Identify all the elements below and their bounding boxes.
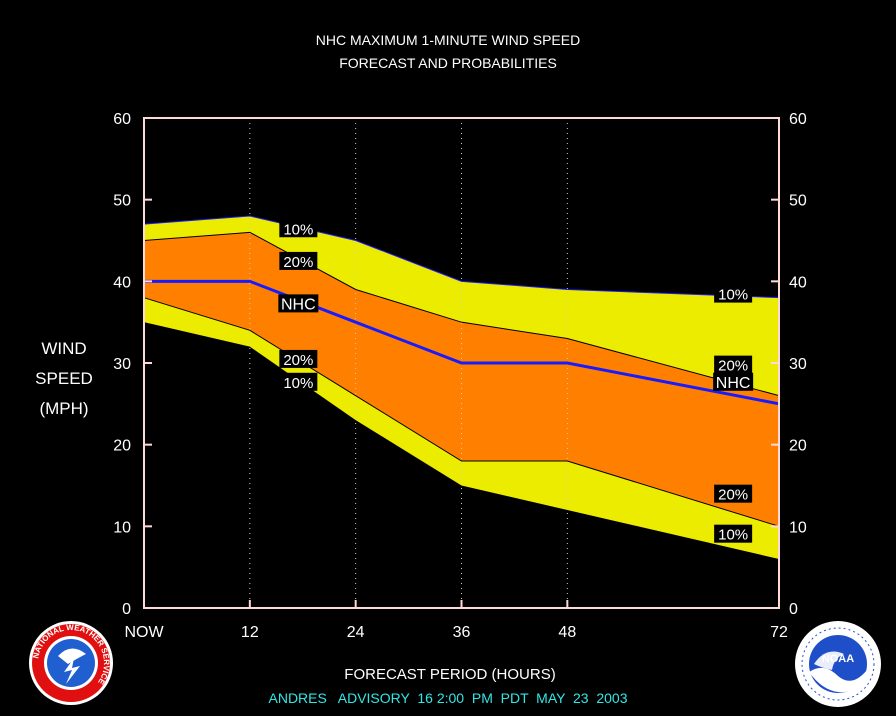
x-tick-label-72: 72 — [770, 624, 788, 641]
chart-title-line1: NHC MAXIMUM 1-MINUTE WIND SPEED — [316, 32, 580, 48]
band-label-bg-6 — [714, 355, 753, 374]
y-axis-label-line2: SPEED — [35, 369, 93, 388]
band-label-bg-5 — [714, 284, 753, 303]
x-tick-label-48: 48 — [558, 624, 576, 641]
y-tick-label-left-10: 10 — [113, 519, 131, 536]
band-label-bg-4 — [279, 372, 318, 391]
band-label-7: NHC — [716, 375, 751, 392]
y-tick-label-right-40: 40 — [789, 274, 807, 291]
x-tick-label-36: 36 — [453, 624, 471, 641]
y-tick-label-right-10: 10 — [789, 519, 807, 536]
y-tick-label-left-60: 60 — [113, 111, 131, 128]
band-label-bg-0 — [279, 219, 318, 238]
y-axis-label-line1: WIND — [41, 339, 87, 358]
x-axis-label: FORECAST PERIOD (HOURS) — [344, 666, 555, 683]
y-axis-label-line3: (MPH) — [39, 399, 89, 418]
y-tick-label-right-30: 30 — [789, 356, 807, 373]
line-10-upper — [143, 215, 780, 299]
y-tick-label-right-60: 60 — [789, 111, 807, 128]
axis-ticks: 0 0 10 10 20 20 30 30 40 40 50 50 60 60 NOW 12 24 36 48 72 — [113, 111, 807, 641]
band-label-4: 10% — [283, 375, 313, 392]
band-label-2: NHC — [281, 296, 316, 313]
chart-title-line2: FORECAST AND PROBABILITIES — [339, 55, 557, 71]
band-label-bg-1 — [279, 251, 318, 270]
noaa-logo-text: NOAA — [822, 653, 854, 665]
national-weather-service-logo: NATIONAL WEATHER SERVICE — [29, 621, 113, 705]
band-label-0: 10% — [283, 221, 313, 238]
y-tick-label-left-0: 0 — [122, 601, 131, 618]
probability-bands — [144, 216, 779, 559]
y-tick-label-left-30: 30 — [113, 356, 131, 373]
y-tick-label-left-50: 50 — [113, 193, 131, 210]
advisory-text: ANDRES ADVISORY 16 2:00 PM PDT MAY 23 20… — [269, 690, 628, 706]
band-label-5: 10% — [718, 287, 748, 304]
band-label-9: 10% — [718, 527, 748, 544]
x-tick-label-12: 12 — [241, 624, 259, 641]
band-label-bg-9 — [714, 524, 753, 543]
band-label-6: 20% — [718, 358, 748, 375]
band-label-bg-2 — [278, 294, 319, 313]
series-lines — [143, 215, 780, 527]
y-tick-label-left-40: 40 — [113, 274, 131, 291]
band-label-bg-8 — [714, 484, 753, 503]
y-tick-label-left-20: 20 — [113, 438, 131, 455]
band-label-bg-7 — [713, 372, 754, 391]
x-tick-label-24: 24 — [347, 624, 365, 641]
band-label-bg-3 — [279, 349, 318, 368]
line-20-lower — [143, 297, 780, 527]
x-tick-label-0: NOW — [124, 624, 164, 641]
y-tick-label-right-50: 50 — [789, 193, 807, 210]
band-label-1: 20% — [283, 254, 313, 271]
line-nhc-forecast — [144, 279, 780, 406]
band-label-8: 20% — [718, 487, 748, 504]
y-tick-label-right-20: 20 — [789, 438, 807, 455]
band-label-3: 20% — [283, 352, 313, 369]
noaa-logo: NOAA — [795, 621, 881, 707]
line-20-upper — [143, 231, 780, 397]
y-tick-label-right-0: 0 — [789, 601, 798, 618]
